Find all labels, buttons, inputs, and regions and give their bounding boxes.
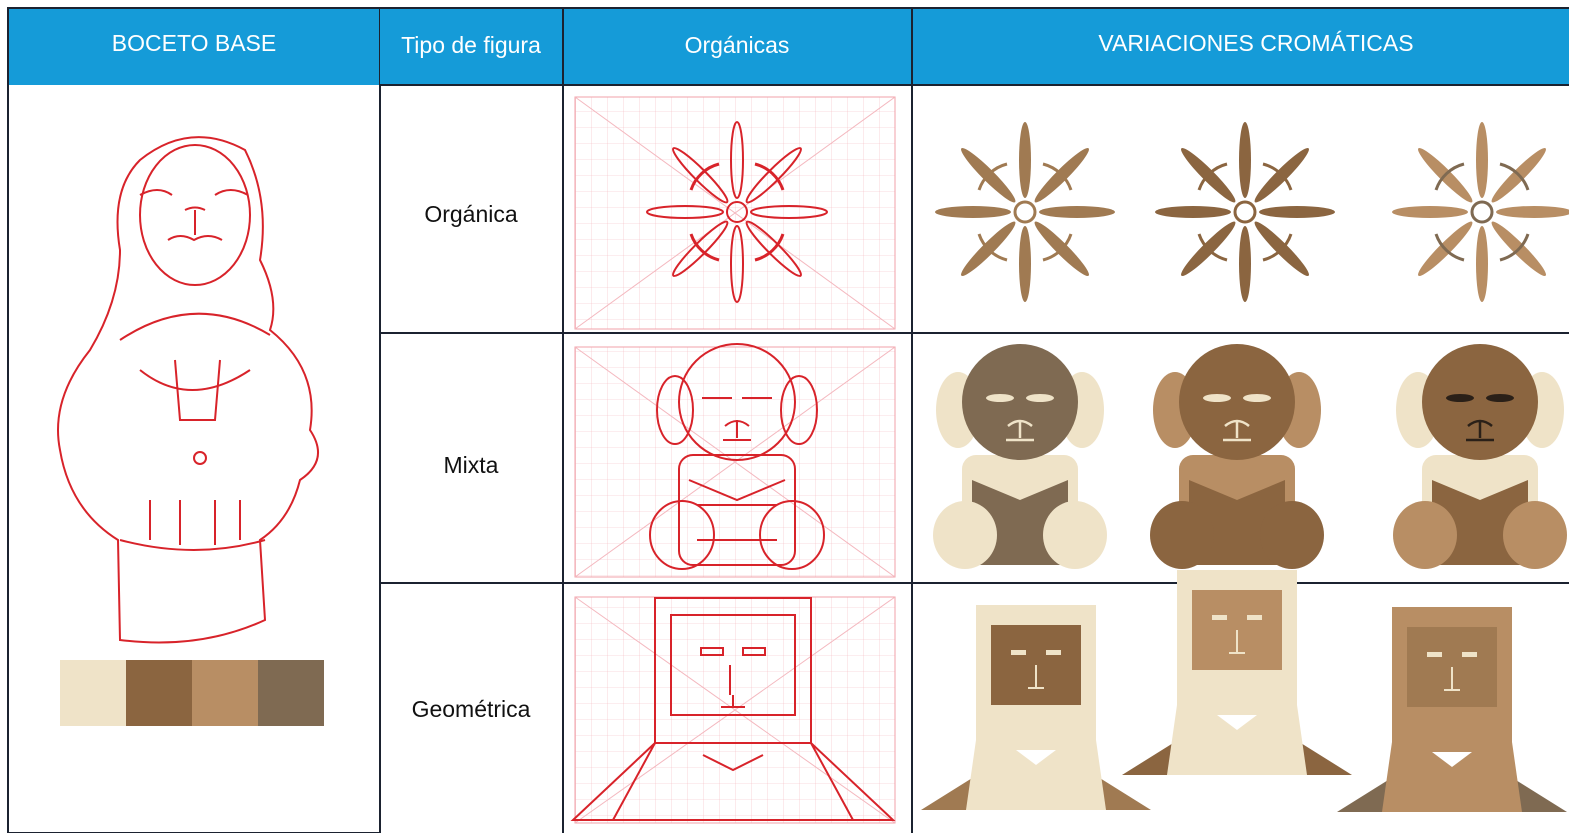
header-text: BOCETO BASE xyxy=(112,30,276,56)
mixed-sketch xyxy=(649,343,825,570)
row-label: Orgánica xyxy=(424,201,518,227)
mixed-variations xyxy=(933,344,1567,569)
palette xyxy=(60,660,324,726)
construction-grids xyxy=(574,96,896,824)
header-text: Tipo de figura xyxy=(401,32,541,58)
row-label: Mixta xyxy=(444,452,499,478)
geometric-variations xyxy=(921,570,1567,812)
organic-variations xyxy=(897,84,1569,340)
organic-sketch xyxy=(608,83,866,341)
row-label: Geométrica xyxy=(412,696,531,722)
header-cell xyxy=(9,9,379,85)
table-lines xyxy=(380,7,1569,833)
header-row xyxy=(380,8,1569,85)
header-text: VARIACIONES CROMÁTICAS xyxy=(1098,30,1413,56)
header-text: Orgánicas xyxy=(685,32,790,58)
geometric-sketch xyxy=(570,597,896,821)
base-sketch xyxy=(57,136,319,644)
